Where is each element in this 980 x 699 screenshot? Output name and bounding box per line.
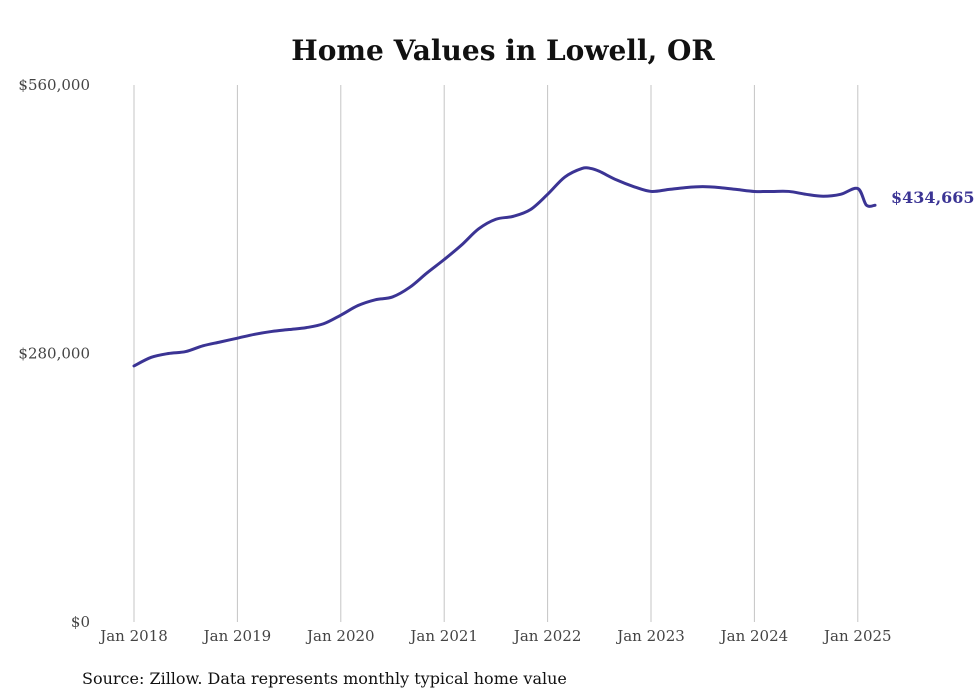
grid-lines <box>133 85 859 622</box>
source-note: Source: Zillow. Data represents monthly … <box>82 669 567 688</box>
x-tick-label: Jan 2020 <box>305 627 375 645</box>
x-tick-label: Jan 2019 <box>202 627 272 645</box>
end-value-label: $434,665 <box>891 188 975 207</box>
y-tick-label: $0 <box>71 613 90 631</box>
x-tick-label: Jan 2018 <box>98 627 168 645</box>
y-tick-label: $280,000 <box>18 345 90 363</box>
x-tick-label: Jan 2024 <box>719 627 789 645</box>
chart-title: Home Values in Lowell, OR <box>291 34 715 67</box>
x-tick-label: Jan 2025 <box>822 627 892 645</box>
x-tick-label: Jan 2023 <box>615 627 685 645</box>
y-axis-ticks: $0 $280,000 $560,000 <box>18 76 90 631</box>
x-tick-label: Jan 2022 <box>512 627 582 645</box>
home-value-line <box>132 166 877 368</box>
x-tick-label: Jan 2021 <box>408 627 478 645</box>
y-tick-label: $560,000 <box>18 76 90 94</box>
x-axis-ticks: Jan 2018 Jan 2019 Jan 2020 Jan 2021 Jan 2022… <box>98 627 891 645</box>
